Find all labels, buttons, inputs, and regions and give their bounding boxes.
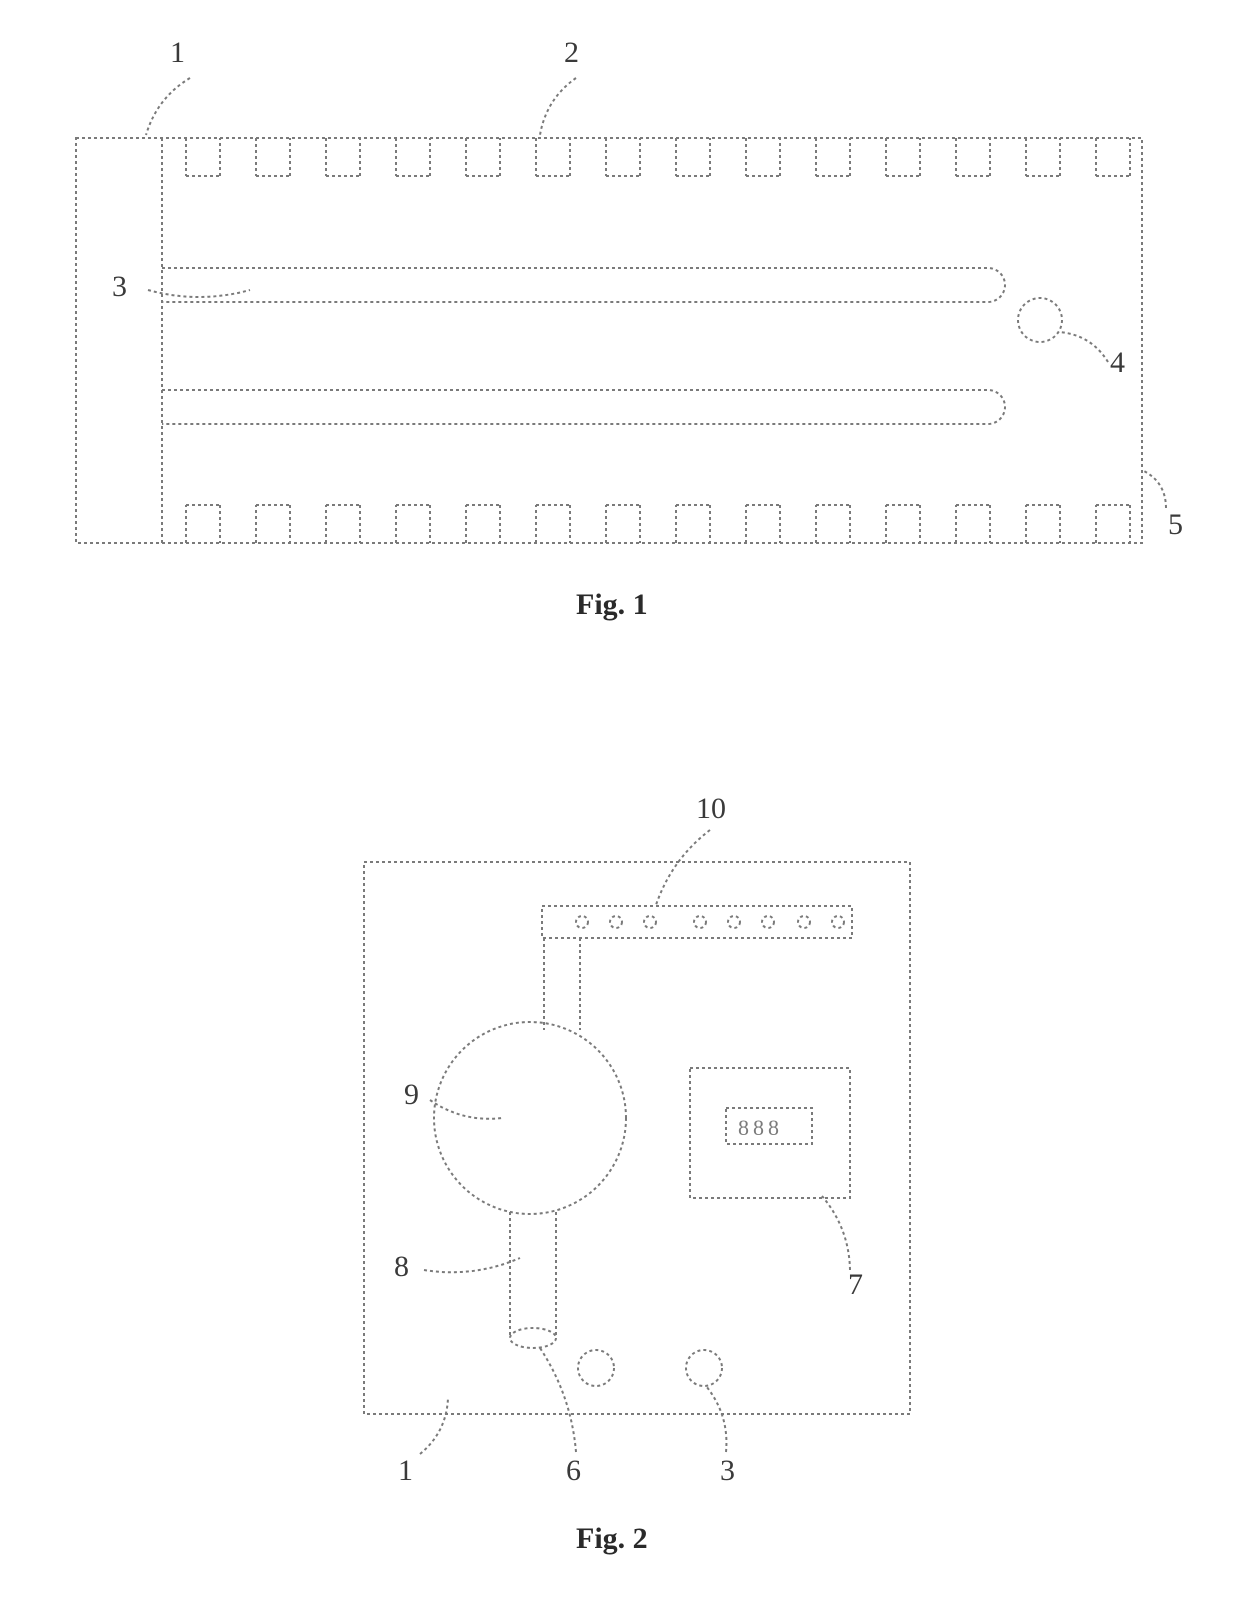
display-readout: 888 — [738, 1115, 783, 1140]
ref-label-1: 1 — [398, 1454, 413, 1487]
figure-1: 1 2 3 4 5 Fig. 1 — [76, 36, 1183, 621]
ref-label-2: 2 — [564, 36, 579, 69]
ref-label-1: 1 — [170, 36, 185, 69]
ref-label-6: 6 — [566, 1454, 581, 1487]
ref-label-8: 8 — [394, 1250, 409, 1283]
ref-label-3: 3 — [112, 270, 127, 303]
ref-label-4: 4 — [1110, 346, 1125, 379]
ref-label-7: 7 — [848, 1268, 863, 1301]
ref-label-10: 10 — [696, 792, 726, 825]
ref-label-9: 9 — [404, 1078, 419, 1111]
figure-1-caption: Fig. 1 — [576, 588, 648, 621]
figure-2: 888 1 3 6 7 8 9 10 Fig. 2 — [364, 792, 910, 1555]
figure-2-caption: Fig. 2 — [576, 1522, 648, 1555]
ref-label-5: 5 — [1168, 508, 1183, 541]
ref-label-3: 3 — [720, 1454, 735, 1487]
